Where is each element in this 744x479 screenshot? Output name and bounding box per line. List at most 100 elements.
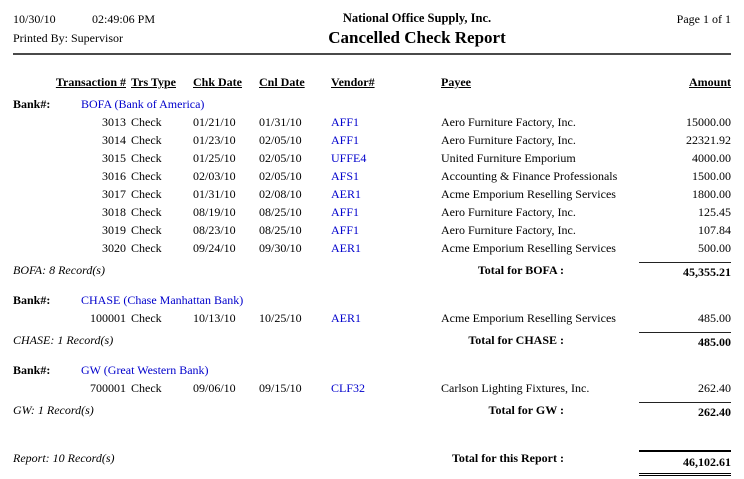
report-total: Total for this Report : 46,102.61 bbox=[452, 450, 731, 476]
cell-transaction-number: 3016 bbox=[102, 169, 126, 183]
cell-transaction-number: 3013 bbox=[102, 115, 126, 129]
cell-payee: Aero Furniture Factory, Inc. bbox=[441, 205, 576, 219]
cell-payee: Carlson Lighting Fixtures, Inc. bbox=[441, 381, 590, 395]
cell-transaction-number: 100001 bbox=[90, 311, 126, 325]
report-heading: National Office Supply, Inc. Cancelled C… bbox=[223, 10, 611, 48]
column-header-trs-type: Trs Type bbox=[131, 75, 177, 89]
cell-cnl-date: 10/25/10 bbox=[259, 311, 302, 325]
table-row: 100001 Check 10/13/10 10/25/10 AER1 Acme Empo… bbox=[13, 309, 731, 327]
cell-chk-date: 01/23/10 bbox=[193, 133, 236, 147]
cell-amount: 107.84 bbox=[698, 223, 731, 237]
bank-group-header: Bank#: BOFA (Bank of America) bbox=[13, 95, 731, 113]
bank-name-link[interactable]: CHASE (Chase Manhattan Bank) bbox=[81, 293, 244, 307]
print-info: 10/30/10 02:49:06 PM Printed By: Supervi… bbox=[13, 10, 223, 48]
cell-trs-type: Check bbox=[131, 169, 162, 183]
cell-amount: 1500.00 bbox=[692, 169, 731, 183]
report-record-count: Report: 10 Record(s) bbox=[13, 451, 115, 465]
cell-transaction-number: 3018 bbox=[102, 205, 126, 219]
cell-chk-date: 08/19/10 bbox=[193, 205, 236, 219]
column-header-transaction: Transaction # bbox=[55, 75, 126, 89]
vendor-code-link[interactable]: UFFE4 bbox=[331, 151, 367, 165]
cell-payee: Aero Furniture Factory, Inc. bbox=[441, 133, 576, 147]
report-title: Cancelled Check Report bbox=[328, 28, 506, 47]
cell-trs-type: Check bbox=[131, 187, 162, 201]
cell-chk-date: 09/06/10 bbox=[193, 381, 236, 395]
table-row: 3014 Check 01/23/10 02/05/10 AFF1 Aero Furnit… bbox=[13, 131, 731, 149]
group-total: Total for GW : 262.40 bbox=[489, 402, 731, 420]
cell-trs-type: Check bbox=[131, 311, 162, 325]
cell-vendor: AFF1 bbox=[331, 131, 441, 149]
cell-chk-date: 10/13/10 bbox=[193, 311, 236, 325]
cell-trs-type: Check bbox=[131, 241, 162, 255]
cell-cnl-date: 09/15/10 bbox=[259, 381, 302, 395]
cell-transaction-number: 3020 bbox=[102, 241, 126, 255]
cell-payee: Accounting & Finance Professionals bbox=[441, 169, 618, 183]
cell-chk-date: 01/21/10 bbox=[193, 115, 236, 129]
bank-number-label: Bank#: bbox=[13, 293, 51, 307]
report-body: Bank#: BOFA (Bank of America) 3013 Check 01/… bbox=[13, 95, 731, 420]
cell-chk-date: 01/25/10 bbox=[193, 151, 236, 165]
cell-vendor: AER1 bbox=[331, 185, 441, 203]
bank-number-label: Bank#: bbox=[13, 97, 51, 111]
printed-by: Printed By: Supervisor bbox=[13, 31, 123, 45]
page-indicator: Page 1 of 1 bbox=[676, 12, 731, 26]
cell-payee: Aero Furniture Factory, Inc. bbox=[441, 223, 576, 237]
table-row: 3016 Check 02/03/10 02/05/10 AFS1 Accounting … bbox=[13, 167, 731, 185]
cell-cnl-date: 08/25/10 bbox=[259, 223, 302, 237]
cell-cnl-date: 02/05/10 bbox=[259, 151, 302, 165]
cell-amount: 485.00 bbox=[698, 311, 731, 325]
cell-vendor: AER1 bbox=[331, 309, 441, 327]
cell-vendor: AER1 bbox=[331, 239, 441, 257]
table-row: 3017 Check 01/31/10 02/08/10 AER1 Acme Empori… bbox=[13, 185, 731, 203]
bank-group-header: Bank#: CHASE (Chase Manhattan Bank) bbox=[13, 291, 731, 309]
group-total-amount: 485.00 bbox=[639, 332, 731, 350]
group-record-count: GW: 1 Record(s) bbox=[13, 403, 94, 417]
cell-trs-type: Check bbox=[131, 115, 162, 129]
vendor-code-link[interactable]: AFF1 bbox=[331, 223, 360, 237]
table-row: 3013 Check 01/21/10 01/31/10 AFF1 Aero Furnit… bbox=[13, 113, 731, 131]
cell-vendor: AFS1 bbox=[331, 167, 441, 185]
group-total-label: Total for CHASE : bbox=[468, 333, 564, 347]
cell-trs-type: Check bbox=[131, 381, 162, 395]
cell-trs-type: Check bbox=[131, 205, 162, 219]
vendor-code-link[interactable]: AFF1 bbox=[331, 115, 360, 129]
bank-group-footer: BOFA: 8 Record(s) Total for BOFA : 45,355.… bbox=[13, 262, 731, 280]
vendor-code-link[interactable]: AFS1 bbox=[331, 169, 360, 183]
vendor-code-link[interactable]: AFF1 bbox=[331, 133, 360, 147]
cell-trs-type: Check bbox=[131, 223, 162, 237]
vendor-code-link[interactable]: CLF32 bbox=[331, 381, 366, 395]
report-footer: Report: 10 Record(s) Total for this Repo… bbox=[13, 450, 731, 476]
column-header-payee: Payee bbox=[441, 75, 471, 89]
table-row: 3015 Check 01/25/10 02/05/10 UFFE4 United Fur… bbox=[13, 149, 731, 167]
company-name: National Office Supply, Inc. bbox=[342, 11, 492, 25]
table-row: 3018 Check 08/19/10 08/25/10 AFF1 Aero Furnit… bbox=[13, 203, 731, 221]
vendor-code-link[interactable]: AER1 bbox=[331, 187, 361, 201]
cell-trs-type: Check bbox=[131, 133, 162, 147]
cell-vendor: AFF1 bbox=[331, 203, 441, 221]
vendor-code-link[interactable]: AER1 bbox=[331, 241, 361, 255]
vendor-code-link[interactable]: AFF1 bbox=[331, 205, 360, 219]
cell-transaction-number: 3014 bbox=[102, 133, 126, 147]
bank-group-header: Bank#: GW (Great Western Bank) bbox=[13, 361, 731, 379]
cell-cnl-date: 08/25/10 bbox=[259, 205, 302, 219]
vendor-code-link[interactable]: AER1 bbox=[331, 311, 361, 325]
table-row: 3019 Check 08/23/10 08/25/10 AFF1 Aero Furnit… bbox=[13, 221, 731, 239]
bank-name-link[interactable]: BOFA (Bank of America) bbox=[81, 97, 205, 111]
page-header: 10/30/10 02:49:06 PM Printed By: Supervi… bbox=[13, 10, 731, 48]
cell-chk-date: 08/23/10 bbox=[193, 223, 236, 237]
bank-group-footer: CHASE: 1 Record(s) Total for CHASE : 485.0… bbox=[13, 332, 731, 350]
group-total: Total for CHASE : 485.00 bbox=[468, 332, 731, 350]
bank-group-footer: GW: 1 Record(s) Total for GW : 262.40 bbox=[13, 402, 731, 420]
column-header-vendor: Vendor# bbox=[331, 75, 375, 89]
cell-vendor: UFFE4 bbox=[331, 149, 441, 167]
cell-cnl-date: 01/31/10 bbox=[259, 115, 302, 129]
bank-name-link[interactable]: GW (Great Western Bank) bbox=[81, 363, 209, 377]
column-header-amount: Amount bbox=[688, 75, 731, 89]
cell-cnl-date: 09/30/10 bbox=[259, 241, 302, 255]
table-row: 700001 Check 09/06/10 09/15/10 CLF32 Carlson … bbox=[13, 379, 731, 397]
column-header-chk-date: Chk Date bbox=[193, 75, 243, 89]
cell-chk-date: 09/24/10 bbox=[193, 241, 236, 255]
cell-vendor: CLF32 bbox=[331, 379, 441, 397]
bank-number-label: Bank#: bbox=[13, 363, 51, 377]
